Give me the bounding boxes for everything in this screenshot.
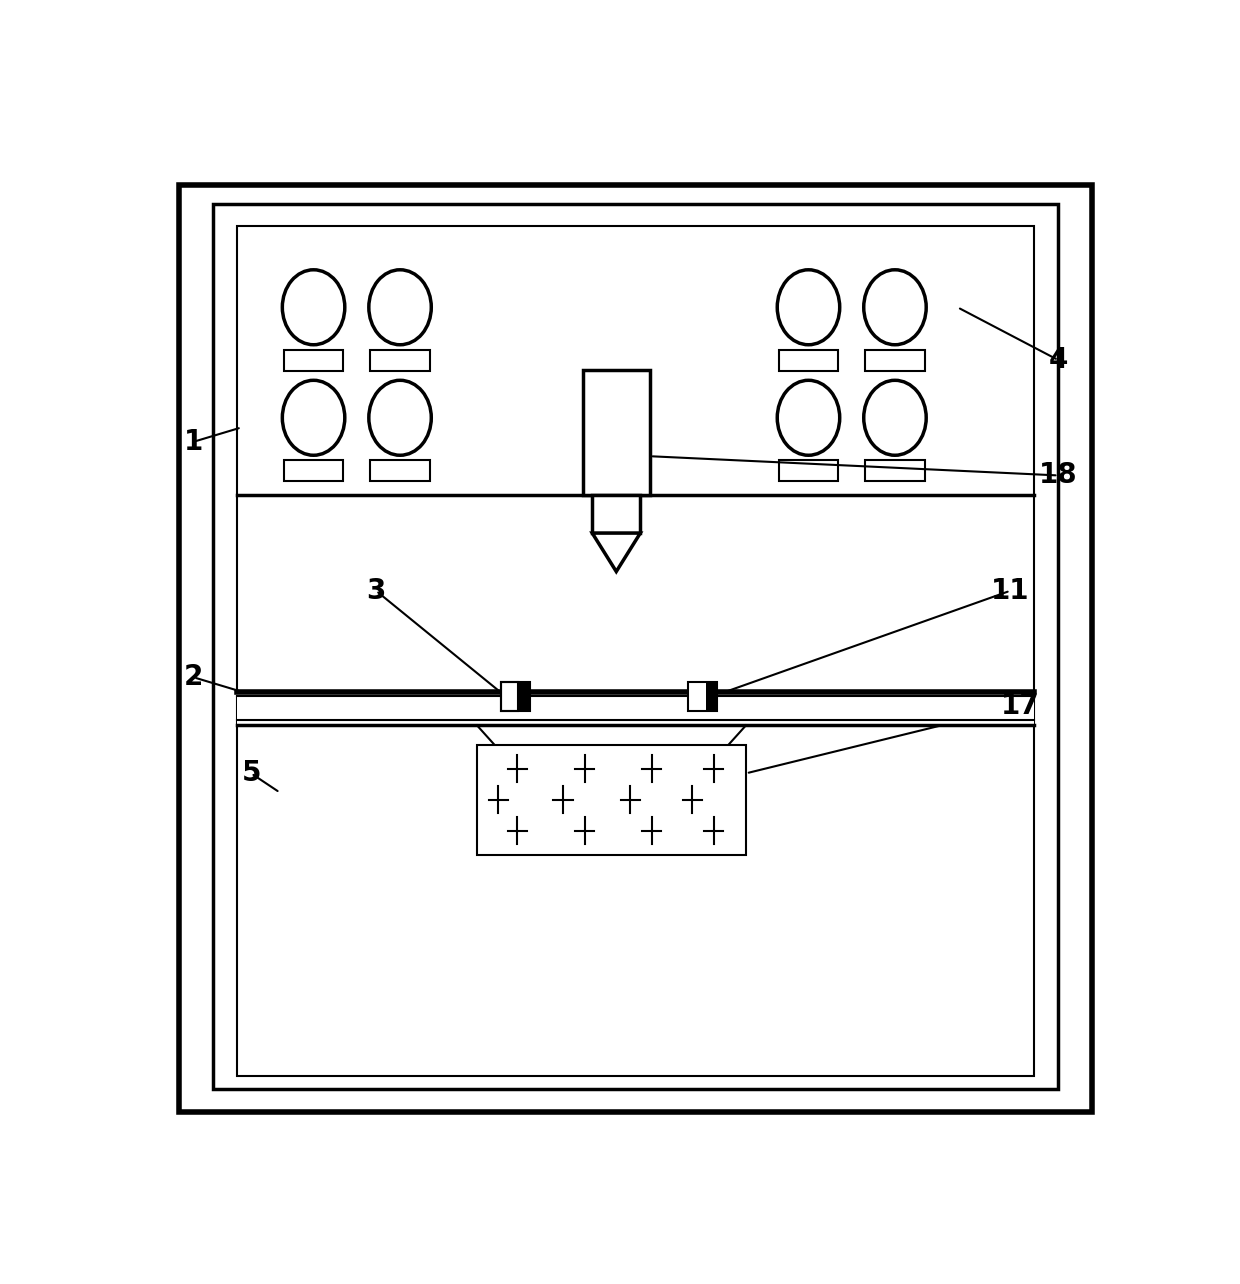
Text: 4: 4 xyxy=(1049,347,1068,374)
Bar xyxy=(583,370,650,494)
Ellipse shape xyxy=(864,270,926,344)
Bar xyxy=(779,460,838,482)
Bar xyxy=(518,682,529,711)
Text: 3: 3 xyxy=(366,577,386,605)
Bar xyxy=(501,682,529,711)
Ellipse shape xyxy=(864,380,926,456)
Ellipse shape xyxy=(283,270,345,344)
Bar xyxy=(779,349,838,371)
Ellipse shape xyxy=(368,380,432,456)
Bar xyxy=(371,349,430,371)
Bar xyxy=(477,745,746,855)
Text: 2: 2 xyxy=(184,664,203,691)
Bar xyxy=(501,682,518,711)
Bar xyxy=(371,460,430,482)
Ellipse shape xyxy=(777,270,839,344)
Text: 5: 5 xyxy=(242,759,260,787)
Bar xyxy=(688,682,706,711)
Ellipse shape xyxy=(283,380,345,456)
Bar xyxy=(237,692,1034,725)
Ellipse shape xyxy=(777,380,839,456)
Bar xyxy=(237,696,1034,1076)
Bar xyxy=(706,682,717,711)
Bar xyxy=(866,349,925,371)
Text: 11: 11 xyxy=(991,577,1029,605)
Bar xyxy=(237,226,1034,692)
Bar xyxy=(213,204,1058,1089)
Bar xyxy=(284,349,343,371)
Text: 17: 17 xyxy=(1001,692,1039,720)
Ellipse shape xyxy=(368,270,432,344)
Bar xyxy=(866,460,925,482)
Bar xyxy=(284,460,343,482)
Bar xyxy=(688,682,717,711)
Bar xyxy=(593,494,640,533)
Text: 1: 1 xyxy=(184,428,203,456)
Polygon shape xyxy=(593,533,640,571)
Text: 18: 18 xyxy=(1039,461,1078,489)
